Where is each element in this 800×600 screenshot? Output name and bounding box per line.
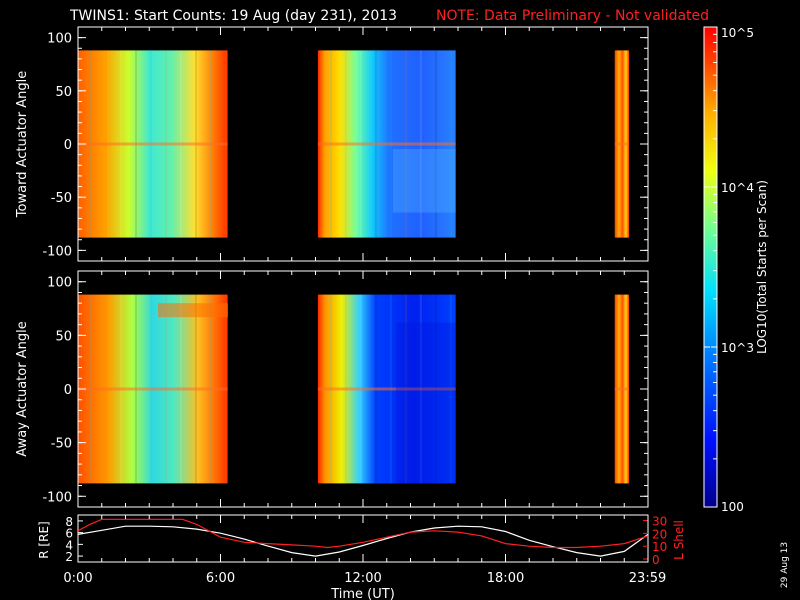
zero-angle-band: [317, 387, 456, 391]
figure-title: TWINS1: Start Counts: 19 Aug (day 231), …: [69, 8, 397, 24]
y-tick-label: 0: [64, 383, 72, 398]
zero-angle-band: [614, 142, 629, 146]
y-tick-label: 50: [55, 329, 72, 344]
heatmap-hot-patch: [158, 303, 228, 318]
left-y-tick-label: 4: [65, 538, 73, 552]
preliminary-note: NOTE: Data Preliminary - Not validated: [436, 8, 709, 24]
zero-angle-band: [614, 387, 629, 391]
bottom-left-axis-label: R [RE]: [37, 521, 51, 558]
left-y-tick-label: 8: [65, 515, 73, 529]
right-y-tick-label: 30: [652, 515, 667, 529]
middle-y-ticks: 100 50 0 -50 -100: [42, 271, 649, 507]
left-y-tick-label: 6: [65, 527, 73, 541]
y-tick-label: -50: [51, 191, 72, 206]
colorbar-tick-label: 10^5: [721, 26, 754, 40]
colorbar-fill: [703, 26, 718, 508]
colorbar-ticks: 10^5 10^4 10^3 100: [704, 26, 754, 514]
y-tick-label: 50: [55, 85, 72, 100]
y-tick-label: -100: [42, 490, 72, 505]
right-y-tick-label: 10: [652, 540, 667, 554]
zero-angle-band: [78, 387, 228, 391]
colorbar-tick-label: 10^4: [721, 181, 754, 195]
x-tick-label: 0:00: [63, 571, 92, 586]
x-axis-label: Time (UT): [330, 587, 395, 600]
y-tick-label: 100: [47, 32, 72, 47]
middle-y-axis-label: Away Actuator Angle: [15, 321, 30, 456]
right-y-tick-label: 20: [652, 527, 667, 541]
bottom-series-lines: [77, 518, 649, 557]
bottom-right-axis-label: L Shell: [672, 520, 686, 560]
heatmap-dark-region: [395, 322, 456, 484]
zero-angle-band: [317, 142, 456, 146]
top-y-ticks: 100 50 0 -50 -100: [42, 27, 649, 261]
heatmap-bright-region: [392, 149, 456, 213]
colorbar-tick-label: 100: [721, 500, 744, 514]
top-panel: 100 50 0 -50 -100 Toward Actuator Angle: [15, 26, 649, 262]
middle-panel: 100 50 0 -50 -100 Away Actuator Angle: [15, 270, 649, 508]
colorbar-label: LOG10(Total Starts per Scan): [755, 180, 769, 354]
y-tick-label: 0: [64, 138, 72, 153]
lshell-series-line: [77, 518, 649, 549]
y-tick-label: -100: [42, 244, 72, 259]
x-tick-label: 18:00: [487, 571, 524, 586]
colorbar-tick-label: 10^3: [721, 341, 754, 355]
y-tick-label: -50: [51, 437, 72, 452]
x-tick-label: 6:00: [206, 571, 235, 586]
colorbar: 10^5 10^4 10^3 100 LOG10(Total Starts per S…: [703, 26, 769, 514]
y-tick-label: 100: [47, 276, 72, 291]
left-y-tick-label: 2: [65, 550, 73, 564]
x-tick-label: 23:59: [629, 571, 666, 586]
middle-heatmap-data: [78, 294, 629, 484]
radius-series-line: [77, 525, 649, 557]
right-y-tick-label: 0: [652, 553, 660, 567]
x-tick-label: 12:00: [344, 571, 381, 586]
date-stamp: 29 Aug 13: [780, 542, 790, 588]
top-heatmap-data: [78, 50, 629, 238]
top-y-axis-label: Toward Actuator Angle: [15, 71, 30, 218]
zero-angle-band: [78, 142, 228, 146]
